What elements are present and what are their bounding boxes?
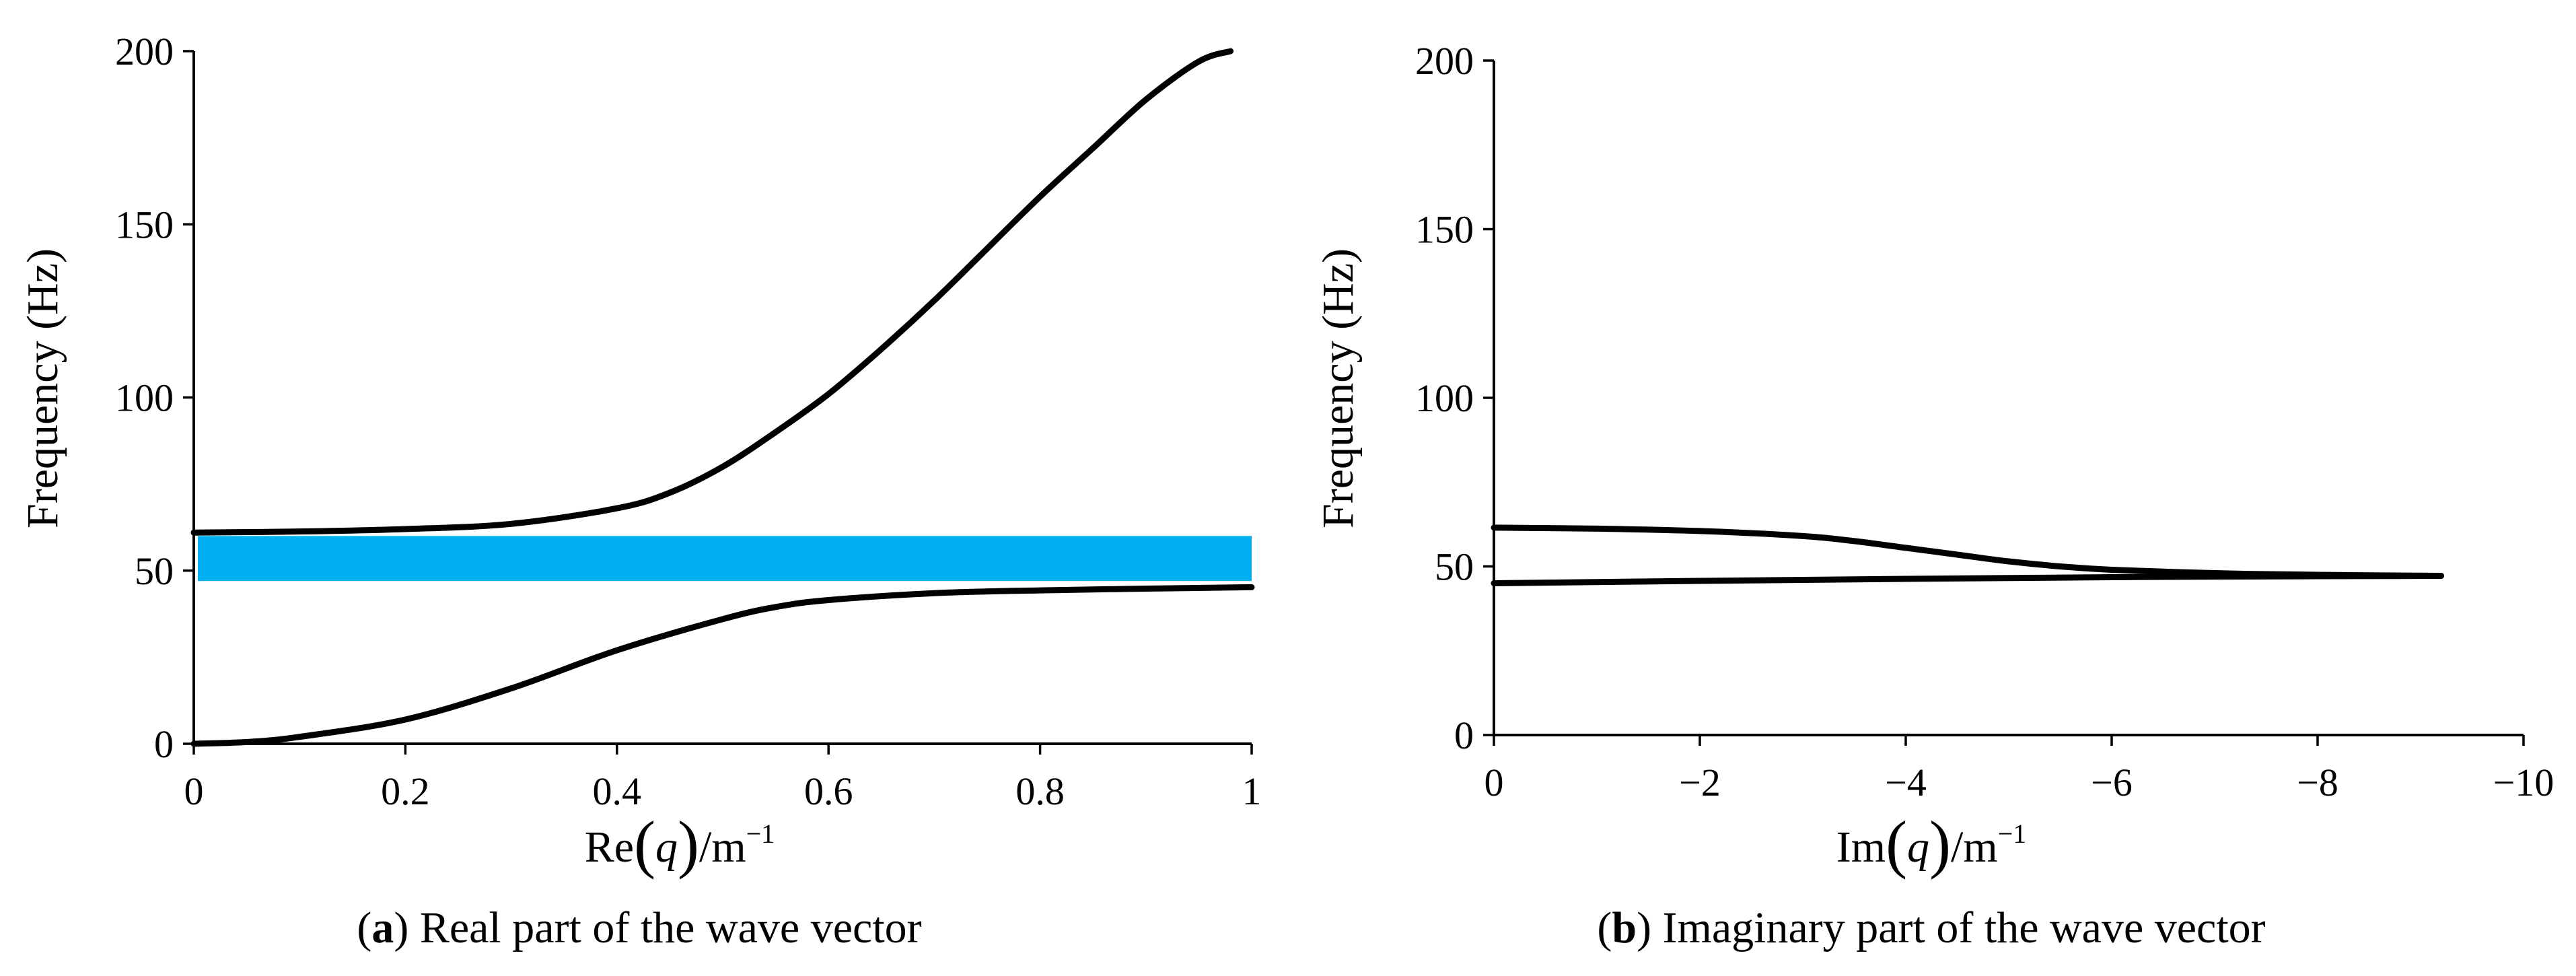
panel-a-x-axis-title-suffix: /m [699,823,746,872]
panel-b-axes [1493,61,2524,736]
panel-b-x-ticks: 0 −2 −4 −6 −8 −10 [1484,735,2554,804]
panel-a-x-axis-title-var: q [655,823,678,872]
panel-a-y-axis-title: Frequency (Hz) [18,248,67,528]
series-lower-branch [1491,573,2445,586]
y-tick-label: 150 [115,203,174,246]
x-tick-label: 0.8 [1015,769,1065,813]
panel-b-series-layer [1491,524,2445,586]
x-tick-label: −2 [1679,761,1721,804]
panel-b-x-axis-title: Im(q)/m−1 [1836,808,2027,880]
panel-b-y-axis-title: Frequency (Hz) [1314,248,1363,528]
x-tick-label: 0.2 [381,769,430,813]
x-tick-label: 0 [1484,761,1504,804]
y-tick-label: 100 [115,376,174,420]
panel-a-caption: (a) Real part of the wave vector [357,903,921,952]
y-tick-label: 100 [1415,376,1474,420]
x-tick-label: 0.6 [804,769,853,813]
panel-b-caption: (b) Imaginary part of the wave vector [1597,903,2265,952]
x-tick-label: −8 [2297,761,2338,804]
panel-a-axes [192,51,1252,745]
y-tick-label: 0 [154,722,174,766]
y-tick-label: 50 [1435,545,1474,589]
panel-b-caption-letter: b [1612,903,1637,952]
panel-b-imaginary-part-chart: 0 −2 −4 −6 −8 −10 0 50 100 150 200 Frequency (Hz)… [1314,39,2554,952]
band-gap-region [198,536,1252,582]
panel-a-x-ticks: 0 0.2 0.4 0.6 0.8 1 [184,744,1262,813]
panel-a-y-ticks: 0 50 100 150 200 [115,30,194,766]
x-tick-label: −10 [2493,761,2554,804]
y-tick-label: 200 [1415,39,1474,83]
panel-b-x-axis-title-suffix: /m [1951,823,1998,872]
panel-a-caption-letter: a [371,903,394,952]
panel-b-x-axis-title-var: q [1907,823,1929,872]
series-upper-branch [190,48,1234,536]
panel-b-x-axis-title-sup: −1 [1998,818,2027,849]
series-upper-branch [1491,524,2445,579]
y-tick-label: 200 [115,30,174,73]
x-tick-label: 0.4 [593,769,642,813]
x-tick-label: 0 [184,769,204,813]
y-tick-label: 50 [135,549,174,593]
x-tick-label: −4 [1885,761,1927,804]
panel-a-caption-text: Real part of the wave vector [408,903,921,952]
panel-b-caption-text: Imaginary part of the wave vector [1651,903,2266,952]
panel-b-x-axis-title-prefix: Im [1836,823,1886,872]
panel-a-real-part-chart: 0 0.2 0.4 0.6 0.8 1 0 50 100 150 200 Frequency (H… [18,30,1262,952]
x-tick-label: 1 [1242,769,1262,813]
panel-b-y-ticks: 0 50 100 150 200 [1415,39,1494,757]
series-lower-branch [190,584,1255,747]
y-tick-label: 0 [1454,713,1474,757]
panel-a-x-axis-title-sup: −1 [746,818,775,849]
panel-a-band-gap-layer [198,536,1252,582]
panel-a-series-layer [190,48,1255,747]
y-tick-label: 150 [1415,208,1474,252]
panel-a-x-axis-title: Re(q)/m−1 [585,808,775,880]
panel-a-x-axis-title-prefix: Re [585,823,634,872]
x-tick-label: −6 [2091,761,2133,804]
